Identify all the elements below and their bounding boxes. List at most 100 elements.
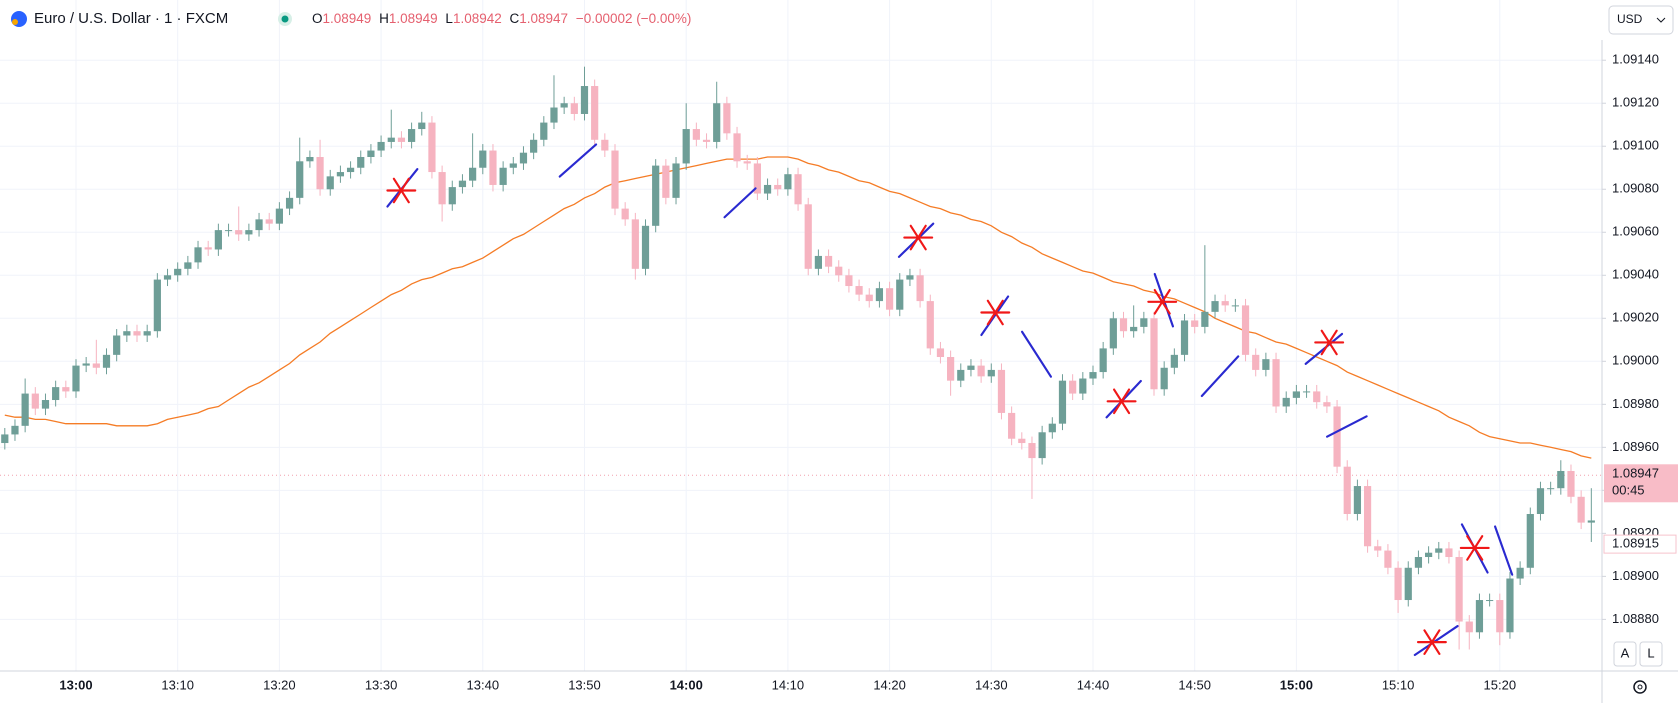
candle-body [1577, 496, 1585, 523]
candle-body [1343, 466, 1351, 515]
currency-caret[interactable] [1656, 17, 1666, 23]
h-value: 1.08949 [389, 11, 438, 26]
candle-body [184, 262, 192, 269]
candle-body [1262, 359, 1270, 370]
candle-body [1333, 406, 1341, 467]
x-tick-label: 13:20 [263, 677, 296, 692]
candle-body [947, 357, 955, 381]
candle-body [885, 288, 894, 310]
candle-body [123, 331, 131, 336]
currency-label[interactable]: USD [1617, 12, 1643, 26]
candle-body [926, 301, 934, 349]
candle-body [957, 369, 965, 381]
candle-body [82, 363, 90, 366]
candle-body [977, 365, 985, 377]
x-tick-label: 14:50 [1178, 677, 1211, 692]
candle-body [1404, 567, 1412, 601]
candle-body [1038, 432, 1046, 459]
candle-body [1363, 486, 1372, 547]
candle-body [1089, 372, 1097, 379]
plot-area [0, 0, 1602, 671]
candle-body [296, 161, 304, 198]
candle-body [1414, 557, 1423, 568]
h-label: H [379, 11, 389, 26]
y-tick-label: 1.08900 [1612, 568, 1659, 583]
candle-body [1394, 567, 1402, 601]
candle-body [458, 180, 467, 188]
candle-body [469, 167, 477, 181]
candle-body [1241, 305, 1250, 355]
candle-body [1547, 488, 1555, 490]
ohlc-legend: O1.08949 H1.08949 L1.08942 C1.08947 −0.0… [312, 11, 691, 26]
candle-body [194, 247, 202, 263]
settings-icon[interactable] [1633, 680, 1647, 694]
candle-body [784, 174, 792, 190]
candle-body [906, 275, 914, 280]
settings-icon-core[interactable] [1637, 684, 1643, 690]
candle-body [224, 230, 233, 232]
candle-body [1048, 423, 1056, 433]
last-price-label: 1.08947 [1612, 466, 1659, 481]
x-tick-label: 15:00 [1280, 677, 1313, 692]
candle-body [1353, 486, 1362, 515]
candle-body [1170, 354, 1178, 368]
y-tick-label: 1.09100 [1612, 138, 1659, 153]
candle-body [1018, 438, 1026, 444]
auto-scale-label[interactable]: A [1621, 645, 1630, 660]
candle-body [1445, 548, 1453, 558]
candle-body [1058, 380, 1067, 424]
candle-body [1252, 354, 1260, 370]
candle-body [133, 331, 141, 336]
x-tick-label: 14:40 [1077, 677, 1110, 692]
candle-body [997, 369, 1006, 413]
candle-body [1282, 397, 1290, 407]
candle-body [1109, 318, 1117, 349]
candle-body [72, 365, 80, 392]
candle-body [865, 294, 873, 302]
x-tick-label: 13:40 [467, 677, 500, 692]
candle-body [499, 167, 507, 185]
candle-body [1374, 546, 1382, 551]
y-tick-label: 1.08880 [1612, 611, 1659, 626]
candle-body [570, 103, 578, 114]
candle-body [601, 139, 609, 151]
candle-body [265, 219, 273, 224]
currency-button[interactable] [1608, 5, 1674, 35]
candle-body [1221, 301, 1229, 306]
candle-body [1557, 470, 1565, 489]
candle-body [214, 230, 222, 250]
time-axis-bg [0, 671, 1678, 703]
candle-body [1150, 318, 1158, 390]
candle-body [1455, 557, 1463, 622]
candle-body [835, 266, 843, 276]
candle-body [1140, 318, 1148, 327]
candle-body [1292, 391, 1300, 398]
candle-body [448, 187, 456, 205]
symbol-logo [11, 11, 27, 27]
log-scale-button[interactable] [1639, 641, 1663, 667]
candle-body [479, 150, 487, 168]
candle-body [1099, 348, 1107, 373]
candle-body [428, 122, 436, 173]
candle-body [763, 184, 772, 194]
candle-body [540, 122, 548, 140]
o-label: O [312, 11, 323, 26]
candle-body [845, 275, 853, 287]
candle-body [367, 150, 375, 157]
candle-body [1496, 600, 1504, 633]
candle-body [1008, 412, 1016, 439]
candle-body [652, 165, 660, 226]
x-tick-label: 13:10 [161, 677, 194, 692]
candle-body [255, 219, 263, 231]
candle-body [1069, 380, 1077, 394]
y-tick-label: 1.09000 [1612, 353, 1659, 368]
log-scale-label[interactable]: L [1647, 645, 1654, 660]
candle-body [774, 184, 782, 190]
candle-body [346, 167, 355, 173]
candle-body [102, 354, 111, 368]
auto-scale-button[interactable] [1613, 641, 1637, 667]
candle-body [1028, 443, 1036, 459]
candle-body [1130, 326, 1138, 332]
